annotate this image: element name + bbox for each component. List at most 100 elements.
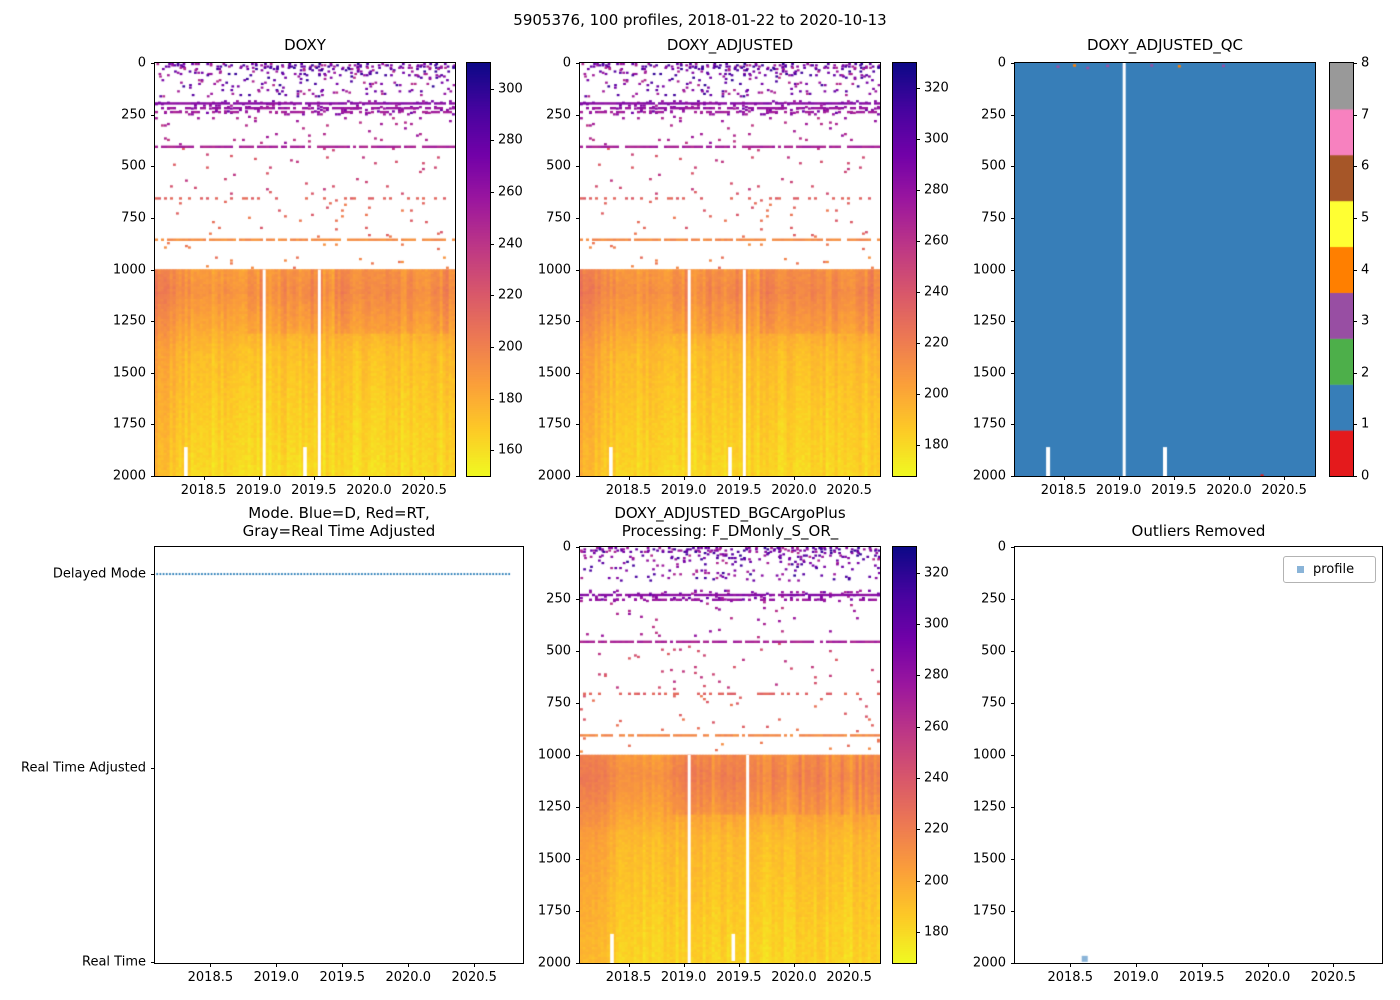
doxy-adjusted-heatmap-canvas [580, 63, 880, 476]
tick-label: 8 [1361, 55, 1370, 71]
tick-mark [576, 599, 580, 600]
tick-label: 2019.5 [291, 483, 337, 498]
mode-line-canvas [155, 547, 523, 963]
tick-label: 3 [1361, 313, 1370, 329]
tick-label: 220 [924, 821, 949, 837]
tick-mark [576, 424, 580, 426]
tick-mark [916, 829, 920, 831]
tick-mark [916, 778, 920, 780]
tick-mark [408, 963, 410, 967]
tick-label: 750 [981, 210, 1006, 226]
tick-mark [151, 424, 155, 426]
tick-mark [1353, 321, 1357, 323]
tick-label: 1750 [537, 416, 571, 432]
tick-label: 2020.0 [385, 970, 431, 985]
doxy-heatmap-canvas [155, 63, 455, 476]
tick-mark [1011, 372, 1015, 374]
tick-label: 1000 [972, 747, 1006, 763]
tick-mark [1173, 476, 1175, 480]
tick-label: 300 [924, 616, 949, 632]
tick-label: 2019.0 [660, 970, 707, 985]
tick-label: 2019.0 [1113, 970, 1159, 985]
tick-mark [1136, 963, 1138, 967]
doxy-adjusted-colorbar [892, 62, 917, 477]
tick-mark [490, 140, 494, 142]
tick-label: 2000 [537, 468, 571, 484]
tick-label: 4 [1361, 262, 1370, 277]
outliers-plot-area [1014, 546, 1383, 964]
tick-mark [1011, 807, 1015, 808]
tick-label: 200 [498, 339, 523, 355]
tick-label: 2020.5 [826, 483, 872, 498]
tick-label: 0 [562, 539, 571, 555]
tick-mark [1284, 476, 1286, 480]
tick-label: 2020.5 [826, 970, 872, 985]
tick-mark [683, 963, 685, 967]
doxy-colorbar [466, 62, 491, 477]
tick-mark [849, 963, 851, 967]
tick-label: 220 [924, 335, 949, 351]
legend: profile [1283, 556, 1376, 583]
tick-label: 2020.5 [401, 483, 447, 498]
tick-mark [1353, 269, 1357, 271]
tick-label: 500 [546, 158, 571, 174]
tick-mark [576, 372, 580, 374]
tick-mark [576, 217, 580, 219]
tick-label: 200 [924, 386, 949, 402]
tick-label: 2020.0 [346, 483, 392, 498]
tick-label: 260 [498, 184, 523, 200]
tick-label: 1750 [112, 416, 146, 432]
tick-label: 0 [137, 55, 146, 71]
tick-label: 500 [121, 158, 146, 174]
bgc-plot-area [579, 546, 881, 964]
tick-mark [576, 63, 580, 64]
tick-mark [1353, 166, 1357, 168]
tick-label: 1750 [972, 416, 1006, 432]
panel-title-mode-line1: Mode. Blue=D, Red=RT, [248, 504, 430, 522]
tick-label: 2018.5 [1040, 483, 1087, 498]
tick-label: 240 [924, 770, 949, 786]
tick-mark [1118, 476, 1120, 480]
qc-plot-area [1014, 62, 1316, 477]
bgc-heatmap-canvas [580, 547, 880, 963]
tick-mark [1201, 963, 1203, 967]
panel-title-mode-line2: Gray=Real Time Adjusted [242, 522, 436, 540]
tick-label: 500 [546, 643, 571, 659]
tick-label: 180 [924, 924, 949, 940]
tick-label: 0 [562, 55, 571, 71]
doxy-colorbar-canvas [467, 63, 490, 476]
tick-mark [1228, 476, 1230, 480]
tick-label: 250 [121, 107, 146, 123]
tick-label: 2019.0 [1095, 483, 1142, 498]
tick-label: 2019.0 [235, 483, 282, 498]
tick-mark [576, 911, 580, 912]
tick-label: 7 [1361, 107, 1370, 123]
tick-label: 160 [498, 442, 523, 458]
tick-label: Real Time [82, 954, 146, 970]
tick-label: 2000 [972, 955, 1006, 971]
tick-mark [916, 190, 920, 192]
tick-label: 2020.5 [1261, 483, 1307, 498]
tick-mark [576, 755, 580, 756]
tick-mark [576, 703, 580, 704]
tick-label: 0 [997, 55, 1006, 71]
tick-mark [1011, 63, 1015, 64]
doxy-adjusted-plot-area [579, 62, 881, 477]
tick-label: 250 [981, 107, 1006, 123]
tick-label: 280 [924, 182, 949, 198]
tick-label: 2019.5 [716, 970, 762, 985]
tick-label: 1000 [537, 747, 571, 763]
tick-mark [916, 445, 920, 447]
tick-mark [1011, 321, 1015, 323]
tick-mark [490, 88, 494, 90]
tick-label: 180 [498, 391, 523, 407]
tick-label: 250 [546, 107, 571, 123]
tick-mark [916, 675, 920, 677]
tick-mark [576, 807, 580, 808]
tick-mark [576, 166, 580, 168]
panel-title-doxy-adjusted: DOXY_ADJUSTED [666, 36, 794, 54]
tick-mark [151, 217, 155, 219]
tick-mark [1011, 476, 1015, 477]
tick-label: 2020.0 [1244, 970, 1291, 985]
tick-mark [576, 269, 580, 271]
